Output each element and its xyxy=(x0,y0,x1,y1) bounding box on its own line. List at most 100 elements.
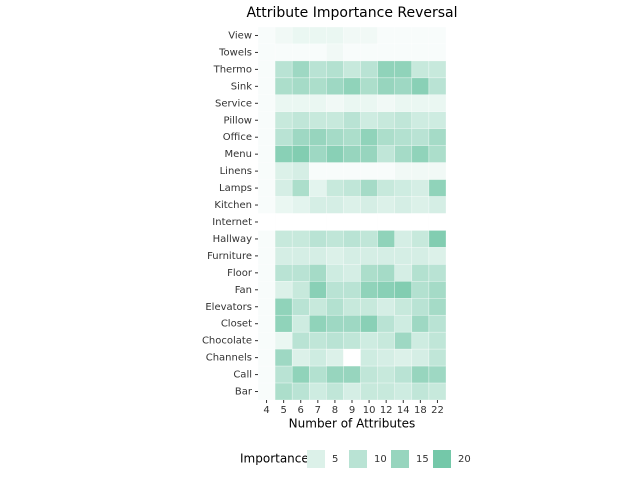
heat-cell xyxy=(291,179,310,197)
heat-cell xyxy=(360,60,378,79)
heat-cell xyxy=(274,298,293,316)
heat-cell xyxy=(428,43,447,62)
heat-cell xyxy=(428,247,447,265)
heat-cell xyxy=(291,314,310,333)
heat-cell xyxy=(394,264,413,282)
heat-cell xyxy=(360,230,378,248)
heat-cell xyxy=(394,213,413,231)
heat-cell xyxy=(343,365,361,384)
heat-cell xyxy=(377,247,395,265)
heat-cell xyxy=(274,196,293,214)
heat-cell xyxy=(326,128,344,146)
heat-cell xyxy=(291,281,310,299)
heat-cell xyxy=(309,264,327,282)
heat-cell xyxy=(343,77,361,96)
heat-cell xyxy=(411,365,430,384)
heat-cell xyxy=(257,60,276,79)
heat-cell xyxy=(428,230,447,248)
heat-cell xyxy=(326,230,344,248)
heat-cell xyxy=(394,26,413,45)
x-axis-title: Number of Attributes xyxy=(289,417,416,431)
y-tick-label: Sink xyxy=(231,81,252,92)
heat-cell xyxy=(411,145,430,163)
heat-cell xyxy=(377,348,395,367)
y-tick-label: Internet xyxy=(212,217,252,228)
heat-cell xyxy=(428,298,447,316)
heat-cell xyxy=(274,348,293,367)
heat-cell xyxy=(274,213,293,231)
legend-label: 10 xyxy=(374,454,387,465)
heat-cell xyxy=(274,60,293,79)
x-tick-label: 14 xyxy=(397,405,410,416)
heat-cell xyxy=(291,365,310,384)
heat-cell xyxy=(326,298,344,316)
heat-cell xyxy=(274,94,293,113)
heat-cell xyxy=(411,314,430,333)
heat-cell xyxy=(309,145,327,163)
legend-key xyxy=(391,450,409,468)
heat-cell xyxy=(309,111,327,129)
heat-cell xyxy=(360,382,378,401)
heat-cell xyxy=(428,264,447,282)
heat-cell xyxy=(343,196,361,214)
heat-cell xyxy=(326,60,344,79)
heat-cell xyxy=(257,128,276,146)
heat-cell xyxy=(326,179,344,197)
heat-cell xyxy=(360,247,378,265)
heat-cell xyxy=(326,281,344,299)
legend-title: Importance xyxy=(240,452,309,466)
heat-cell xyxy=(394,230,413,248)
heat-cell xyxy=(411,230,430,248)
heat-cell xyxy=(411,128,430,146)
heat-cell xyxy=(343,348,361,367)
heat-cell xyxy=(411,179,430,197)
heat-cell xyxy=(428,281,447,299)
heat-cell xyxy=(291,247,310,265)
heat-cell xyxy=(411,196,430,214)
heat-cell xyxy=(411,281,430,299)
heat-cell xyxy=(274,331,293,350)
heat-cell xyxy=(360,162,378,180)
heat-cell xyxy=(428,348,447,367)
heat-cell xyxy=(377,264,395,282)
y-tick-label: Kitchen xyxy=(214,200,252,211)
heat-cell xyxy=(377,298,395,316)
heat-cell xyxy=(257,365,276,384)
heat-cell xyxy=(377,111,395,129)
y-tick-label: Floor xyxy=(227,268,253,279)
heat-cell xyxy=(360,179,378,197)
heat-cell xyxy=(377,179,395,197)
heat-cell xyxy=(428,94,447,113)
heat-cell xyxy=(326,213,344,231)
chart-title: Attribute Importance Reversal xyxy=(246,5,457,21)
heat-cell xyxy=(309,179,327,197)
heat-cell xyxy=(291,128,310,146)
heat-cell xyxy=(309,365,327,384)
heat-cell xyxy=(291,196,310,214)
heat-cell xyxy=(326,314,344,333)
x-tick-label: 6 xyxy=(298,405,304,416)
heat-cell xyxy=(428,365,447,384)
heat-cell xyxy=(411,26,430,45)
heat-cell xyxy=(428,145,447,163)
y-tick-label: Office xyxy=(223,132,252,143)
heat-cell xyxy=(394,94,413,113)
heat-cell xyxy=(326,111,344,129)
heat-cell xyxy=(291,94,310,113)
heat-cell xyxy=(326,196,344,214)
heat-cell xyxy=(343,281,361,299)
heat-cell xyxy=(394,179,413,197)
heat-cell xyxy=(309,162,327,180)
heat-cell xyxy=(309,298,327,316)
heat-cell xyxy=(257,213,276,231)
heat-cell xyxy=(291,77,310,96)
legend-key xyxy=(433,450,451,468)
heat-cell xyxy=(326,348,344,367)
heat-cell xyxy=(274,43,293,62)
heat-cell xyxy=(343,230,361,248)
heat-cell xyxy=(274,145,293,163)
heat-cell xyxy=(274,281,293,299)
y-tick-label: Linens xyxy=(220,166,252,177)
heat-cell xyxy=(428,213,447,231)
heat-cell xyxy=(343,26,361,45)
